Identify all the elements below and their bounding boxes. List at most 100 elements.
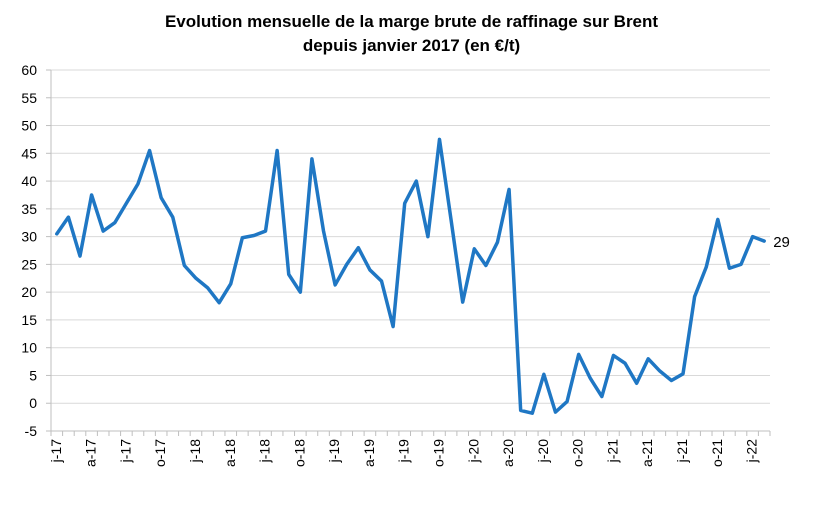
x-tick-label: j-17 [117,439,133,464]
data-point [496,241,499,244]
y-tick-label: 30 [21,229,37,245]
data-point [67,216,70,219]
y-tick-label: 60 [21,62,37,78]
x-tick-label: j-21 [604,439,620,464]
chart-title-line-2: depuis janvier 2017 (en €/t) [302,36,521,55]
chart-title-line-1: Evolution mensuelle de la marge brute de… [164,12,659,31]
data-point [171,216,174,219]
end-value-label: 29 [773,234,790,251]
x-tick-label: a-21 [639,439,655,467]
data-point [78,255,81,258]
y-axis: -5 0 5 10 15 20 25 30 35 40 45 50 55 60 [21,62,52,439]
data-point [751,235,754,238]
x-axis: j-17 a-17 j-17 o-17 j-18 a-18 j-18 o-18 j-19 a-19… [48,430,771,467]
x-tick-label: o-20 [570,439,586,467]
x-tick-label: j-19 [396,439,412,464]
x-tick-label: j-18 [187,439,203,464]
y-tick-label: 0 [29,395,37,411]
data-point [368,268,371,271]
x-tick-label: o-21 [709,439,725,467]
data-point [450,218,453,221]
data-point [148,149,151,152]
x-tick-label: a-20 [500,439,516,467]
data-point [252,234,255,237]
data-point [716,218,719,221]
data-point [508,188,511,191]
series-group: 29 [55,137,790,415]
data-point [357,246,360,249]
data-point [90,193,93,196]
data-point [287,273,290,276]
data-point [473,247,476,250]
data-point [763,240,766,243]
y-tick-label: 45 [21,145,37,161]
data-point [426,235,429,238]
x-tick-label: a-19 [361,439,377,467]
data-point [670,379,673,382]
x-tick-label: o-19 [430,439,446,467]
data-point [554,411,557,414]
data-point [345,263,348,266]
x-tick-label: j-18 [257,439,273,464]
data-point [531,412,534,415]
data-point [183,264,186,267]
data-point [693,295,696,298]
data-point [728,267,731,270]
data-point [740,263,743,266]
x-tick-label: j-19 [326,439,342,464]
data-point [241,236,244,239]
data-point [624,362,627,365]
data-point [542,373,545,376]
x-tick-label: j-20 [535,439,551,464]
data-point [102,230,105,233]
y-tick-label: 35 [21,201,37,217]
data-point [299,291,302,294]
chart-title: Evolution mensuelle de la marge brute de… [0,10,823,58]
x-tick-label: j-21 [674,439,690,464]
data-point [194,277,197,280]
data-point [577,353,580,356]
data-point [403,202,406,205]
data-point [264,230,267,233]
data-point [635,382,638,385]
data-point [461,301,464,304]
data-point [160,196,163,199]
data-point [229,282,232,285]
data-point [705,266,708,269]
data-point [566,400,569,403]
x-tick-label: j-17 [48,439,64,464]
data-point [519,409,522,412]
y-tick-label: 50 [21,118,37,134]
y-tick-label: 20 [21,284,37,300]
data-point [484,264,487,267]
gridlines [51,69,770,432]
x-tick-label: o-17 [152,439,168,467]
data-point [612,354,615,357]
y-tick-label: 25 [21,256,37,272]
data-point [310,157,313,160]
data-point [600,395,603,398]
data-point [589,377,592,380]
data-point [647,357,650,360]
y-tick-label: 5 [29,367,37,383]
data-point [658,370,661,373]
data-point [438,138,441,141]
x-tick-label: a-17 [83,439,99,467]
data-point [334,283,337,286]
y-tick-label: 10 [21,340,37,356]
y-tick-label: -5 [25,423,38,439]
data-point [136,182,139,185]
x-tick-label: a-18 [222,439,238,467]
x-tick-label: j-20 [465,439,481,464]
y-tick-label: 55 [21,90,37,106]
data-point [113,221,116,224]
data-point [206,286,209,289]
data-point [392,325,395,328]
x-tick-label: o-18 [291,439,307,467]
data-point [218,301,221,304]
data-point [55,232,58,235]
series-line [55,137,766,415]
data-point [415,180,418,183]
data-point [682,372,685,375]
